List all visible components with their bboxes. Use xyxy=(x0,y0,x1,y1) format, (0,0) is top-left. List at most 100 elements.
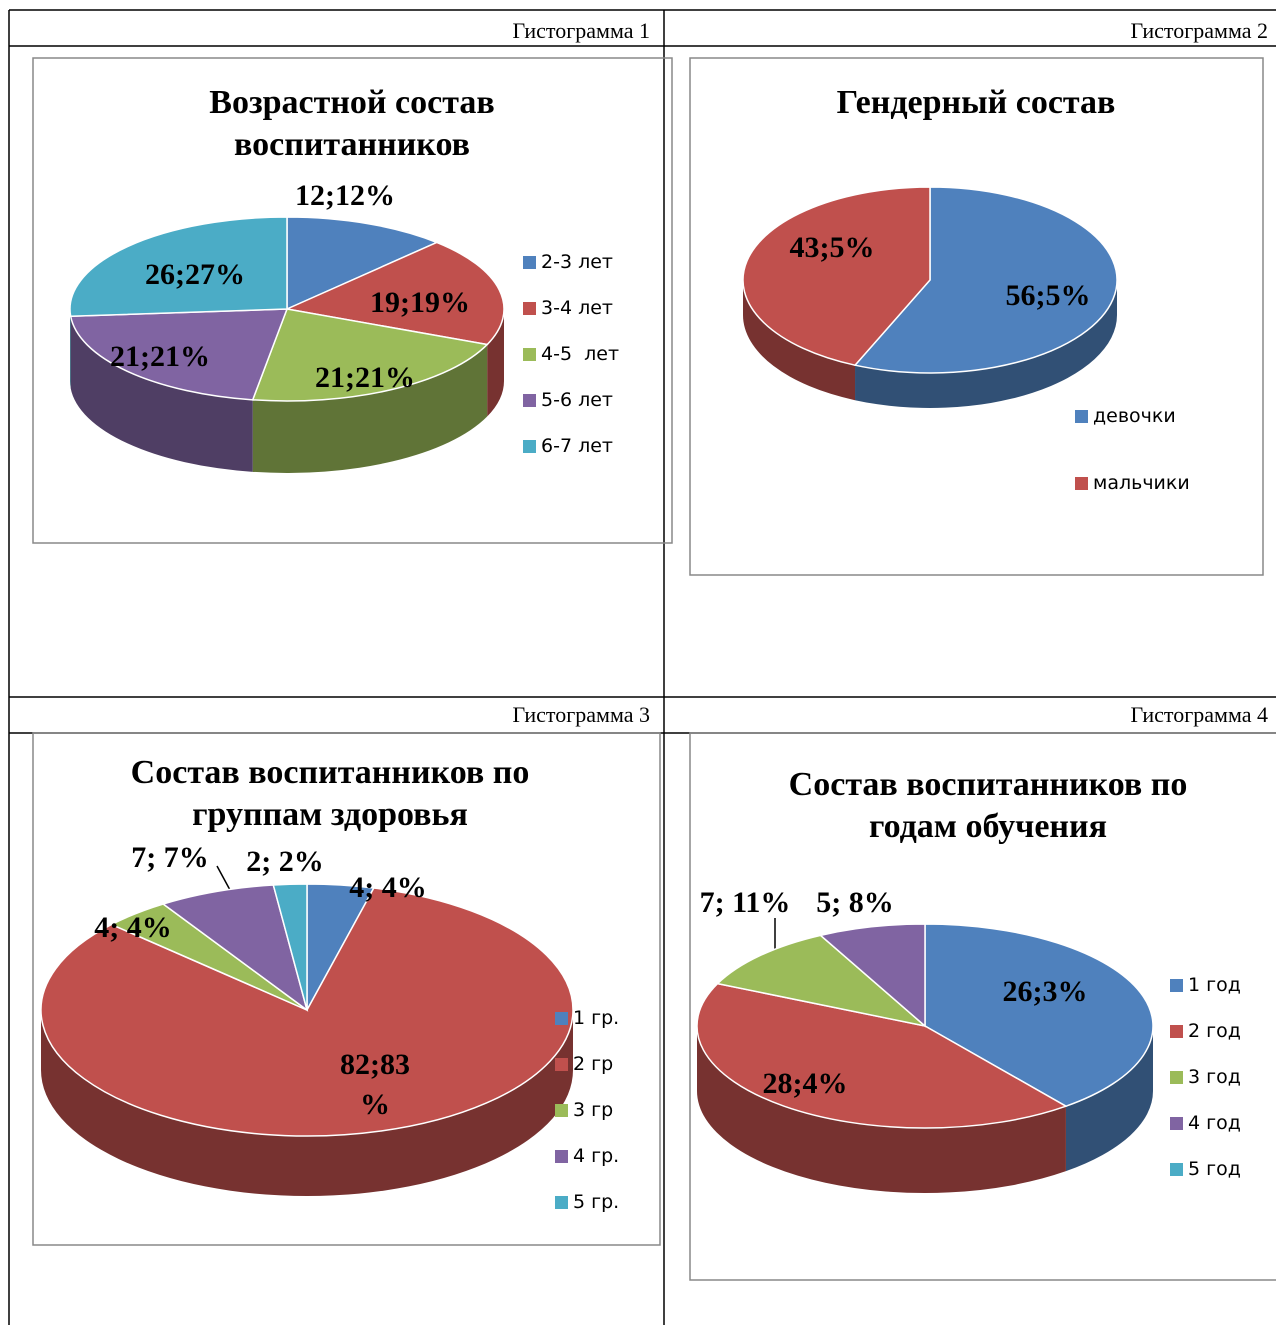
data-label: 56;5% xyxy=(1005,279,1091,312)
legend-entry: 4 год xyxy=(1170,1112,1241,1134)
pie-sides xyxy=(742,280,1117,408)
legend-swatch xyxy=(523,393,536,407)
slice xyxy=(742,186,931,367)
legend-label: 2 гр xyxy=(573,1053,614,1075)
legend-label: 4 гр. xyxy=(573,1145,620,1167)
legend-swatch xyxy=(555,1103,568,1117)
pie-sides xyxy=(41,1010,573,1196)
slice-side xyxy=(1065,1026,1153,1172)
slice xyxy=(286,216,439,311)
cell-caption: Гистограмма 1 xyxy=(512,18,651,43)
legend-entry: 3 гр xyxy=(555,1099,613,1121)
slice-side xyxy=(742,280,856,401)
slice xyxy=(924,923,1154,1108)
legend-swatch xyxy=(555,1195,568,1209)
slice-side xyxy=(697,1026,1066,1193)
legend-entry: 5-6 лет xyxy=(523,389,613,411)
legend-entry: 1 год xyxy=(1170,974,1241,996)
slice xyxy=(272,883,308,1011)
cell-caption: Гистограмма 3 xyxy=(512,702,651,727)
data-label: 19;19% xyxy=(370,286,470,319)
pie-sides xyxy=(70,309,504,474)
slice-side xyxy=(41,1010,573,1196)
data-label: 5; 8% xyxy=(816,886,894,919)
pie-tops xyxy=(69,216,505,402)
legend-entry: мальчики xyxy=(1075,472,1190,494)
slice-side xyxy=(70,316,253,472)
pie-tops xyxy=(40,883,574,1137)
legend-entry: 2 год xyxy=(1170,1020,1241,1042)
slice xyxy=(284,241,505,346)
cell-caption: Гистограмма 2 xyxy=(1130,18,1269,43)
legend-swatch xyxy=(1170,1070,1183,1084)
chart-title: Возрастной состав воспитанников xyxy=(209,84,495,163)
legend-swatch xyxy=(523,439,536,453)
legend-entry: 3 год xyxy=(1170,1066,1241,1088)
slice-side xyxy=(487,309,504,417)
legend-swatch xyxy=(555,1057,568,1071)
legend-label: 4-5 лет xyxy=(541,343,620,365)
legend-swatch xyxy=(1170,1116,1183,1130)
legend-entry: девочки xyxy=(1075,405,1176,427)
legend-swatch xyxy=(523,255,536,269)
slice xyxy=(40,887,574,1137)
legend-entry: 4-5 лет xyxy=(523,343,619,365)
legend-label: 1 гр. xyxy=(573,1007,620,1029)
chart-title: Состав воспитанников по годам обучения xyxy=(788,766,1188,845)
data-label: 28;4% xyxy=(762,1067,848,1100)
legend-entry: 3-4 лет xyxy=(523,297,613,319)
legend-swatch xyxy=(523,301,536,315)
slice-side xyxy=(855,280,1117,408)
chart-frames xyxy=(32,57,1276,1281)
data-label: 26;3% xyxy=(1002,975,1088,1008)
slice xyxy=(853,186,1118,374)
data-label: 82;83 % xyxy=(340,1048,410,1121)
legend-swatch xyxy=(523,347,536,361)
chart-title: Состав воспитанников по группам здоровья xyxy=(130,754,530,833)
data-label: 21;21% xyxy=(315,361,415,394)
slice xyxy=(69,308,289,401)
legend-label: 5-6 лет xyxy=(541,389,613,411)
data-label: 2; 2% xyxy=(246,845,324,878)
slice xyxy=(69,216,288,318)
data-label: 4; 4% xyxy=(349,871,427,904)
pie-sides xyxy=(697,1026,1153,1193)
slice xyxy=(251,308,489,402)
pie-tops xyxy=(696,923,1154,1129)
slice-side xyxy=(70,309,71,389)
legend-entry: 5 гр. xyxy=(555,1191,619,1213)
legend-entry: 5 год xyxy=(1170,1158,1241,1180)
legend-label: 4 год xyxy=(1188,1112,1241,1134)
legend-label: мальчики xyxy=(1093,472,1190,494)
slice xyxy=(818,923,926,1028)
legend-label: 3-4 лет xyxy=(541,297,613,319)
legend-entry: 2-3 лет xyxy=(523,251,613,273)
legend-label: 3 год xyxy=(1188,1066,1241,1088)
legend-entry: 1 гр. xyxy=(555,1007,619,1029)
data-label: 21;21% xyxy=(110,340,210,373)
legend-entry: 4 гр. xyxy=(555,1145,619,1167)
data-label: 4; 4% xyxy=(94,911,172,944)
legend-label: 6-7 лет xyxy=(541,435,613,457)
legend-entry: 6-7 лет xyxy=(523,435,613,457)
legend-swatch xyxy=(1170,978,1183,992)
data-label: 12;12% xyxy=(295,179,395,212)
slice xyxy=(716,934,928,1028)
legend-swatch xyxy=(555,1011,568,1025)
legend-label: 5 гр. xyxy=(573,1191,620,1213)
slice xyxy=(696,982,1068,1129)
chart-title: Гендерный состав xyxy=(836,84,1116,121)
legend-label: 5 год xyxy=(1188,1158,1241,1180)
cell-caption: Гистограмма 4 xyxy=(1130,702,1269,727)
legend-label: 1 год xyxy=(1188,974,1241,996)
legend-label: 3 гр xyxy=(573,1099,614,1121)
legend-label: 2 год xyxy=(1188,1020,1241,1042)
slice xyxy=(161,884,309,1012)
legend-swatch xyxy=(1075,409,1088,423)
legend-swatch xyxy=(1170,1162,1183,1176)
legend-label: 2-3 лет xyxy=(541,251,613,273)
legend-swatch xyxy=(1075,476,1088,490)
data-label: 26;27% xyxy=(145,258,245,291)
